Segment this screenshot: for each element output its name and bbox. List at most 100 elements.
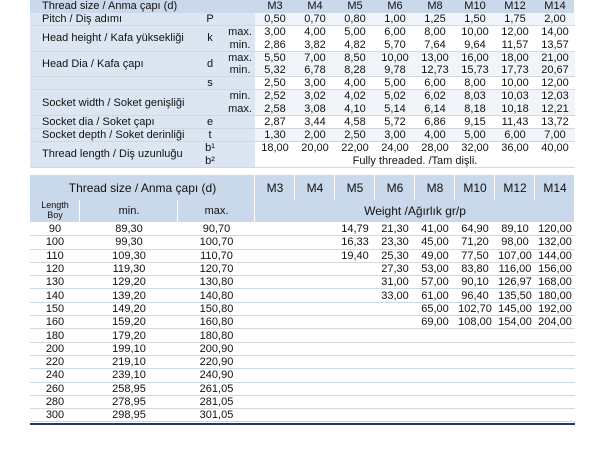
- value: 32,00: [461, 141, 489, 154]
- value: 3,00: [304, 77, 326, 90]
- size-band: [375, 175, 415, 200]
- value: 6,14: [424, 103, 446, 116]
- value: 16,00: [461, 51, 489, 64]
- row-band: [30, 276, 575, 290]
- symbol: t: [208, 128, 212, 141]
- row-band: [30, 303, 575, 317]
- value: 6,78: [304, 64, 326, 77]
- value: 9,64: [464, 38, 486, 51]
- size-band: [295, 175, 335, 200]
- symbol: P: [206, 12, 214, 25]
- row-band: [30, 329, 575, 343]
- weight: 21,30: [381, 223, 409, 236]
- weight: 90,10: [461, 276, 489, 289]
- size-label: M12: [504, 0, 526, 12]
- weight: 16,33: [341, 236, 369, 249]
- value: 18,00: [261, 141, 289, 154]
- value: 12,00: [501, 25, 529, 38]
- min: 159,20: [112, 316, 146, 329]
- max: 120,70: [199, 263, 234, 276]
- value: 6,00: [384, 25, 406, 38]
- length-label: Length: [41, 200, 69, 210]
- max: 100,70: [199, 236, 234, 249]
- max: 110,70: [200, 249, 233, 262]
- size-label: M4: [307, 0, 323, 12]
- weight-label: Weight /Ağırlık gr/p: [364, 204, 466, 218]
- limit: max.: [228, 51, 252, 64]
- value: 8,00: [424, 25, 446, 38]
- note: Fully threaded. /Tam dişli.: [352, 154, 478, 167]
- value: 2,52: [264, 90, 286, 103]
- symbol: b²: [205, 154, 215, 167]
- size-label: M8: [426, 180, 444, 195]
- weight: 65,00: [421, 302, 449, 315]
- value: 4,00: [344, 77, 366, 90]
- length: 300: [45, 409, 65, 422]
- value: 20,67: [541, 64, 569, 77]
- symbol: k: [207, 32, 213, 45]
- value: 5,70: [384, 38, 406, 51]
- value: 12,73: [421, 64, 449, 77]
- value: 12,00: [541, 77, 569, 90]
- data-band: [255, 77, 575, 91]
- value: 4,00: [304, 25, 326, 38]
- min: 199,10: [112, 342, 146, 355]
- value: 7,00: [304, 51, 326, 64]
- weight: 83,80: [461, 263, 489, 276]
- value: 22,00: [341, 141, 369, 154]
- row-band: [30, 290, 575, 303]
- subheader-band: [178, 200, 255, 222]
- value: 14,00: [541, 25, 569, 38]
- size-label: M3: [266, 180, 284, 195]
- min: 219,10: [112, 356, 146, 369]
- row-band: [30, 223, 575, 237]
- weight: 96,40: [461, 289, 489, 302]
- value: 9,15: [464, 116, 486, 129]
- max: 130,80: [199, 276, 234, 289]
- value: 3,00: [384, 128, 406, 141]
- weight: 204,00: [538, 316, 572, 329]
- value: 5,32: [264, 64, 286, 77]
- value: 24,00: [381, 141, 409, 154]
- limit: max.: [228, 25, 252, 38]
- weight: 41,00: [421, 223, 449, 236]
- weight: 31,00: [381, 276, 409, 289]
- label-band: [30, 51, 255, 78]
- min: 109,30: [112, 249, 146, 262]
- value: 18,00: [501, 51, 529, 64]
- min: 129,20: [112, 276, 146, 289]
- weight: 126,97: [498, 276, 532, 289]
- size-label: M5: [347, 0, 363, 12]
- value: 0,80: [344, 12, 366, 25]
- size-band: [255, 175, 295, 200]
- value: 28,00: [421, 141, 449, 154]
- length: 200: [45, 342, 65, 355]
- value: 2,87: [264, 116, 286, 129]
- value: 2,00: [544, 12, 566, 25]
- value: 6,00: [424, 77, 446, 90]
- label-band: [30, 90, 255, 117]
- weight: 45,00: [421, 236, 449, 249]
- min: 89,30: [115, 223, 143, 236]
- value: 20,00: [301, 141, 329, 154]
- value: 13,57: [541, 38, 569, 51]
- label-band: [30, 25, 255, 52]
- value: 1,25: [424, 12, 446, 25]
- size-label: M14: [543, 180, 567, 195]
- value: 21,00: [541, 51, 569, 64]
- weight: 98,00: [501, 236, 529, 249]
- size-label: M3: [267, 0, 283, 12]
- symbol: e: [206, 116, 214, 129]
- label-band: [30, 141, 255, 168]
- weight: 33,00: [381, 289, 409, 302]
- value: 3,44: [304, 116, 326, 129]
- length: 90: [48, 223, 62, 236]
- value: 5,02: [384, 90, 406, 103]
- subheader-band: [30, 200, 80, 222]
- size-label: M4: [306, 180, 324, 195]
- value: 9,78: [384, 64, 406, 77]
- weight: 156,00: [538, 263, 572, 276]
- subheader-band: [255, 200, 575, 222]
- length: 180: [45, 329, 65, 342]
- length: 260: [45, 382, 65, 395]
